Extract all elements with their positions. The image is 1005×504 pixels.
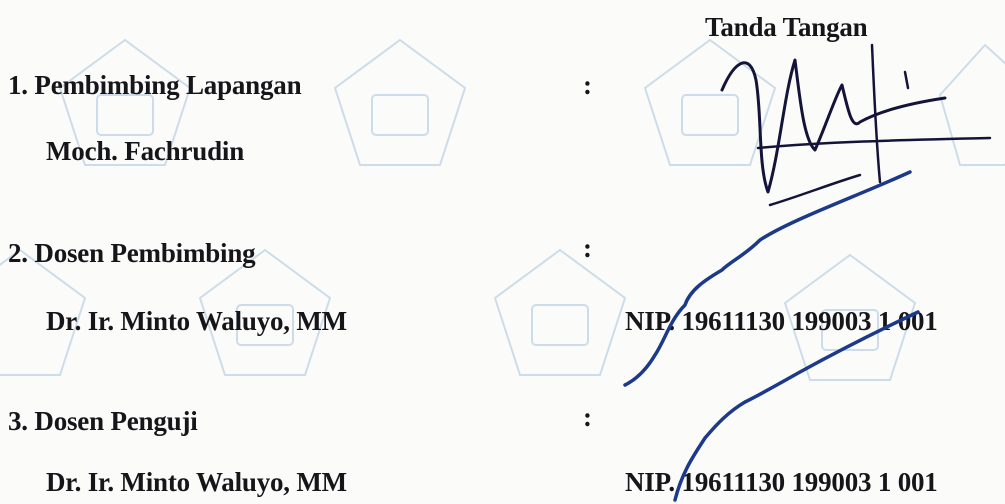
watermark-emblem <box>0 248 87 376</box>
handwritten-signature-2 <box>623 170 912 387</box>
name-1: Moch. Fachrudin <box>46 136 245 166</box>
nip-2: NIP. 19611130 199003 1 001 <box>625 306 938 336</box>
role-label-2: 2. Dosen Pembimbing <box>8 238 256 268</box>
signature-heading: Tanda Tangan <box>705 12 868 42</box>
watermark-emblem <box>493 248 627 376</box>
watermark-emblem <box>333 38 467 166</box>
handwritten-signature-1 <box>720 58 947 194</box>
colon-3: : <box>583 402 592 432</box>
watermark-emblem <box>643 38 777 166</box>
signature-stroke-1b <box>756 43 992 207</box>
watermark-emblem <box>938 43 1005 166</box>
name-3: Dr. Ir. Minto Waluyo, MM <box>46 467 347 497</box>
name-2: Dr. Ir. Minto Waluyo, MM <box>46 306 347 336</box>
handwritten-signature-3 <box>673 310 920 502</box>
watermark-emblem <box>58 38 192 166</box>
watermark-emblem <box>198 248 332 376</box>
colon-1: : <box>583 70 592 100</box>
role-label-1: 1. Pembimbing Lapangan <box>8 70 302 100</box>
role-label-3: 3. Dosen Penguji <box>8 406 198 436</box>
colon-2: : <box>583 233 592 263</box>
